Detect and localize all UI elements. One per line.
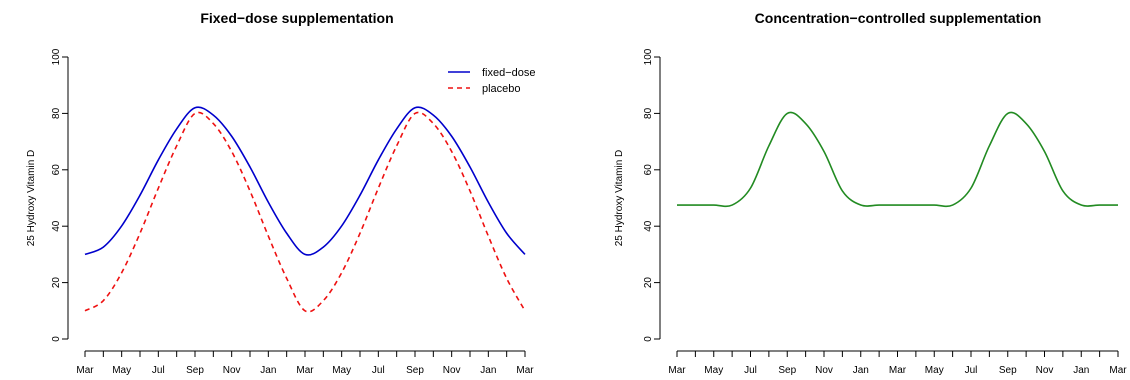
chart-title: Concentration−controlled supplementation [755,10,1042,26]
y-tick-label: 40 [51,220,62,232]
y-axis-label: 25 Hydroxy Vitamin D [614,150,625,247]
x-tick-label: Jan [480,365,496,376]
y-axis-label: 25 Hydroxy Vitamin D [26,150,37,247]
y-tick-label: 0 [643,336,654,342]
x-tick-label: Nov [815,365,833,376]
x-tick-label: Nov [223,365,241,376]
x-tick-label: May [332,365,351,376]
x-tick-label: Sep [186,365,204,376]
legend-label: placebo [482,83,521,95]
x-tick-label: Mar [76,365,94,376]
x-tick-label: Nov [443,365,461,376]
chart-panel-concentration-controlled: Concentration−controlled supplementation… [614,10,1127,376]
x-tick-label: Mar [889,365,907,376]
y-tick-label: 100 [643,48,654,65]
x-tick-label: May [925,365,944,376]
chart-title: Fixed−dose supplementation [200,10,393,26]
x-tick-label: Mar [296,365,314,376]
y-tick-label: 100 [51,48,62,65]
x-tick-label: Jul [744,365,757,376]
y-tick-label: 20 [51,277,62,289]
series-line-fixeddose [84,106,526,256]
x-tick-label: May [704,365,723,376]
y-tick-label: 20 [643,277,654,289]
x-tick-label: Sep [778,365,796,376]
x-tick-label: Jan [853,365,869,376]
x-tick-label: Mar [668,365,686,376]
series-line [677,111,1118,208]
y-tick-label: 80 [643,107,654,119]
x-tick-label: Jul [965,365,978,376]
legend-label: fixed−dose [482,67,536,79]
x-tick-label: Jan [260,365,276,376]
x-tick-label: Jul [372,365,385,376]
x-tick-label: Mar [516,365,534,376]
x-tick-label: Mar [1109,365,1127,376]
x-tick-label: May [112,365,131,376]
x-tick-label: Jan [1073,365,1089,376]
y-tick-label: 60 [643,164,654,176]
x-tick-label: Sep [406,365,424,376]
series-line-placebo [84,111,526,313]
x-tick-label: Sep [999,365,1017,376]
y-tick-label: 80 [51,107,62,119]
y-tick-label: 0 [51,336,62,342]
chart-panel-fixed-dose: Fixed−dose supplementation 25 Hydroxy Vi… [26,10,536,376]
y-tick-label: 40 [643,220,654,232]
x-tick-label: Jul [152,365,165,376]
x-tick-label: Nov [1036,365,1054,376]
y-tick-label: 60 [51,164,62,176]
